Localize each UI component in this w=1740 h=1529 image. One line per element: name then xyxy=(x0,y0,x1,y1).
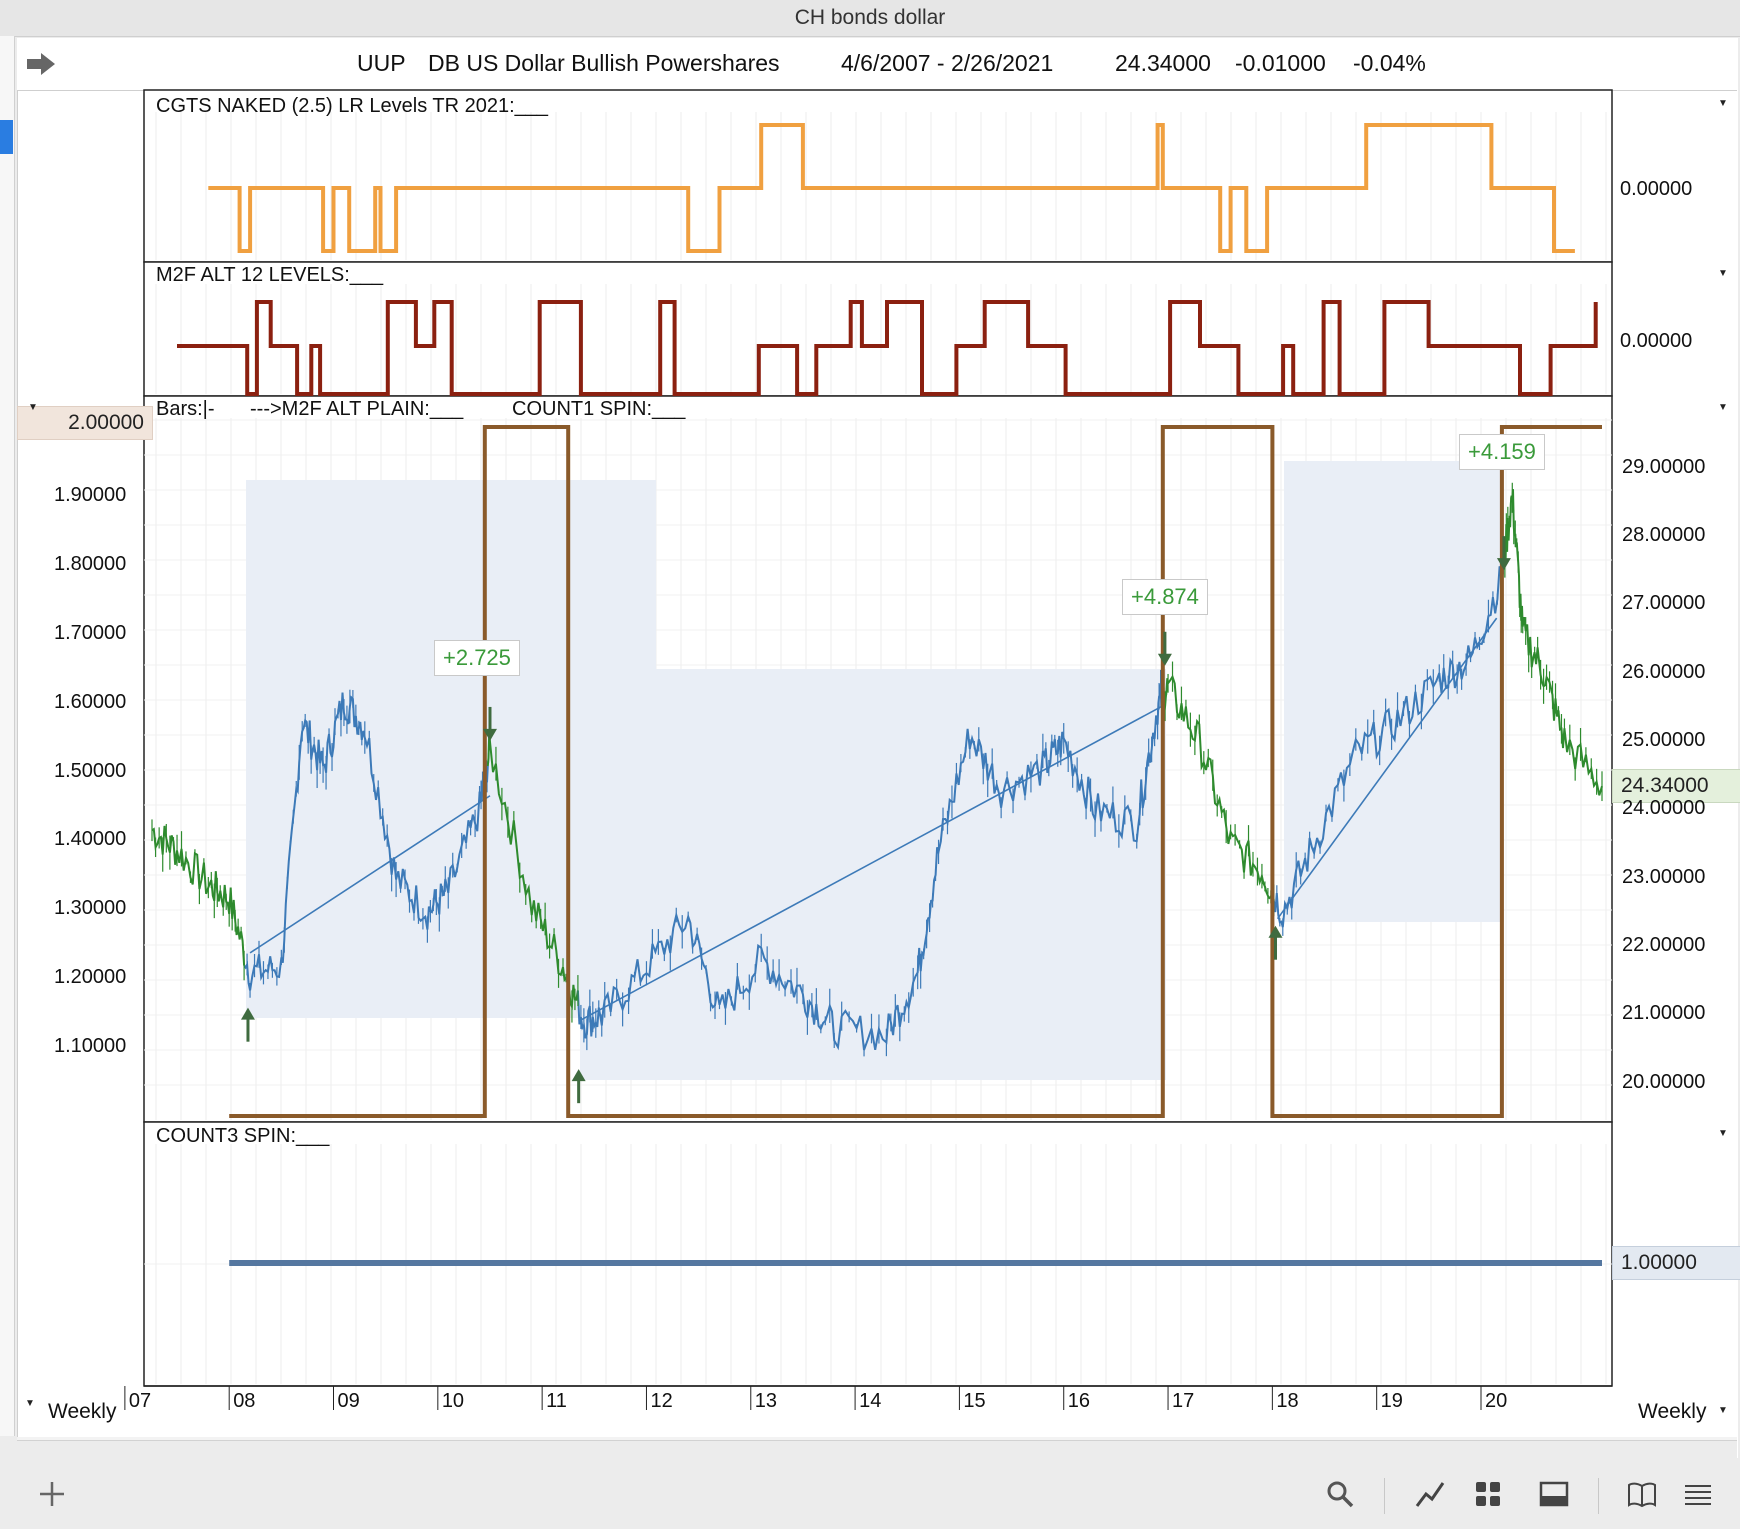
timeframe-right[interactable]: Weekly xyxy=(1638,1400,1707,1423)
right-axis-label: 23.00000 xyxy=(1622,865,1706,888)
right-axis-label: 27.00000 xyxy=(1622,592,1706,615)
side-strip-selection[interactable] xyxy=(0,120,13,154)
x-tick: 09 xyxy=(337,1390,360,1412)
x-tick: 14 xyxy=(859,1390,882,1412)
gain-tag: +4.159 xyxy=(1459,434,1545,470)
timeframe-menu-caret[interactable]: ▼ xyxy=(25,1398,35,1409)
right-axis-label: 21.00000 xyxy=(1622,1002,1706,1025)
right-axis-label: 22.00000 xyxy=(1622,934,1706,957)
timeframe-left[interactable]: Weekly xyxy=(48,1400,117,1423)
x-tick: 20 xyxy=(1484,1390,1508,1412)
plus-icon[interactable] xyxy=(36,1478,68,1510)
right-axis-label: 26.00000 xyxy=(1622,660,1706,683)
left-axis-label: 1.60000 xyxy=(54,690,127,713)
right-axis-label: 25.00000 xyxy=(1622,729,1706,752)
buy-arrow-icon xyxy=(240,1007,255,1020)
left-axis-menu-caret[interactable]: ▼ xyxy=(28,402,38,413)
left-axis-label: 1.90000 xyxy=(54,483,127,506)
cgts-axis-value: 0.00000 xyxy=(1620,178,1693,200)
grid-icon[interactable] xyxy=(1472,1478,1504,1510)
price-series-segment-3 xyxy=(576,683,1165,1051)
right-axis-label: 20.00000 xyxy=(1622,1070,1706,1093)
x-tick: 19 xyxy=(1380,1390,1403,1412)
cycle-box-1 xyxy=(580,669,1166,1080)
left-axis-label: 1.40000 xyxy=(54,828,127,851)
buy-arrow-icon xyxy=(571,1069,586,1082)
m2f-axis-value: 0.00000 xyxy=(1620,330,1693,352)
count3-menu-caret[interactable]: ▼ xyxy=(1718,1128,1728,1139)
right-axis-label: 24.00000 xyxy=(1622,797,1706,820)
cgts-levels-line xyxy=(208,123,1575,253)
m2f-levels-line xyxy=(177,300,1598,396)
symbol: UUP xyxy=(357,50,406,76)
arrow-right-icon[interactable] xyxy=(25,50,57,78)
gain-tag: +2.725 xyxy=(434,640,520,676)
last-price-marker: 24.34000 xyxy=(1612,769,1740,803)
book-icon[interactable] xyxy=(1626,1478,1658,1510)
price-change-pct: -0.04% xyxy=(1353,50,1426,76)
symbol-header: UUP DB US Dollar Bullish Powershares 4/6… xyxy=(17,38,1737,91)
regression-line-0 xyxy=(249,795,491,954)
x-tick: 10 xyxy=(441,1390,465,1412)
panel-frame-3 xyxy=(143,1121,1613,1387)
bars-label: Bars:|- xyxy=(156,398,215,420)
regression-line-2 xyxy=(1276,617,1498,920)
line-chart-icon[interactable] xyxy=(1414,1478,1446,1510)
cgts-panel-title: CGTS NAKED (2.5) LR Levels TR 2021:___ xyxy=(156,95,549,117)
count3-panel-title: COUNT3 SPIN:___ xyxy=(156,1125,330,1147)
x-tick: 15 xyxy=(963,1390,986,1412)
left-axis-highlight: 2.00000 xyxy=(17,406,153,440)
left-axis-label: 1.80000 xyxy=(54,552,127,575)
right-axis-label: 28.00000 xyxy=(1622,524,1706,547)
left-axis-label: 1.20000 xyxy=(54,966,127,989)
x-tick: 11 xyxy=(546,1390,567,1412)
left-axis-label: 1.10000 xyxy=(54,1035,127,1058)
date-range: 4/6/2007 - 2/26/2021 xyxy=(841,50,1054,76)
x-tick: 12 xyxy=(650,1390,673,1412)
gain-tag: +4.874 xyxy=(1122,579,1208,615)
x-tick: 18 xyxy=(1276,1390,1299,1412)
toolbar-separator xyxy=(1384,1478,1385,1514)
sell-arrow-icon xyxy=(1496,558,1511,571)
menu-icon[interactable] xyxy=(1682,1478,1714,1510)
last-price: 24.34000 xyxy=(1115,50,1211,76)
x-tick: 13 xyxy=(754,1390,778,1412)
main-menu-caret[interactable]: ▼ xyxy=(1718,402,1728,413)
sell-arrow-icon xyxy=(1157,653,1172,666)
window-title: CH bonds dollar xyxy=(0,0,1740,37)
chart-canvas[interactable] xyxy=(0,0,1740,1440)
x-tick: 16 xyxy=(1067,1390,1090,1412)
x-tick: 17 xyxy=(1172,1390,1195,1412)
symbol-name: DB US Dollar Bullish Powershares xyxy=(428,50,780,76)
right-axis-label: 29.00000 xyxy=(1622,455,1706,478)
timeframe-menu-caret-right[interactable]: ▼ xyxy=(1718,1405,1728,1416)
panel-icon[interactable] xyxy=(1538,1478,1570,1510)
x-tick: 08 xyxy=(233,1390,256,1412)
regression-line-1 xyxy=(578,706,1162,1022)
count1-spin-label: COUNT1 SPIN:___ xyxy=(512,398,686,420)
search-icon[interactable] xyxy=(1324,1478,1356,1510)
left-axis-label: 1.30000 xyxy=(54,897,127,920)
m2f-plain-label: --->M2F ALT PLAIN:___ xyxy=(250,398,464,420)
x-tick: 07 xyxy=(128,1390,152,1412)
sell-arrow-icon xyxy=(482,728,497,741)
buy-arrow-icon xyxy=(1268,925,1283,938)
m2f-panel-title: M2F ALT 12 LEVELS:___ xyxy=(156,264,384,286)
count3-value-marker: 1.00000 xyxy=(1612,1246,1740,1280)
left-axis-label: 1.50000 xyxy=(54,759,127,782)
m2f-menu-caret[interactable]: ▼ xyxy=(1718,268,1728,279)
count1-spin-line xyxy=(229,425,1602,1118)
cgts-menu-caret[interactable]: ▼ xyxy=(1718,98,1728,109)
side-strip xyxy=(0,36,15,1436)
bottom-toolbar xyxy=(17,1440,1737,1529)
left-axis-label: 1.70000 xyxy=(54,621,127,644)
toolbar-separator-2 xyxy=(1598,1478,1599,1514)
cycle-box-2 xyxy=(1284,461,1504,922)
price-series-segment-1 xyxy=(243,692,489,991)
price-change: -0.01000 xyxy=(1235,50,1326,76)
